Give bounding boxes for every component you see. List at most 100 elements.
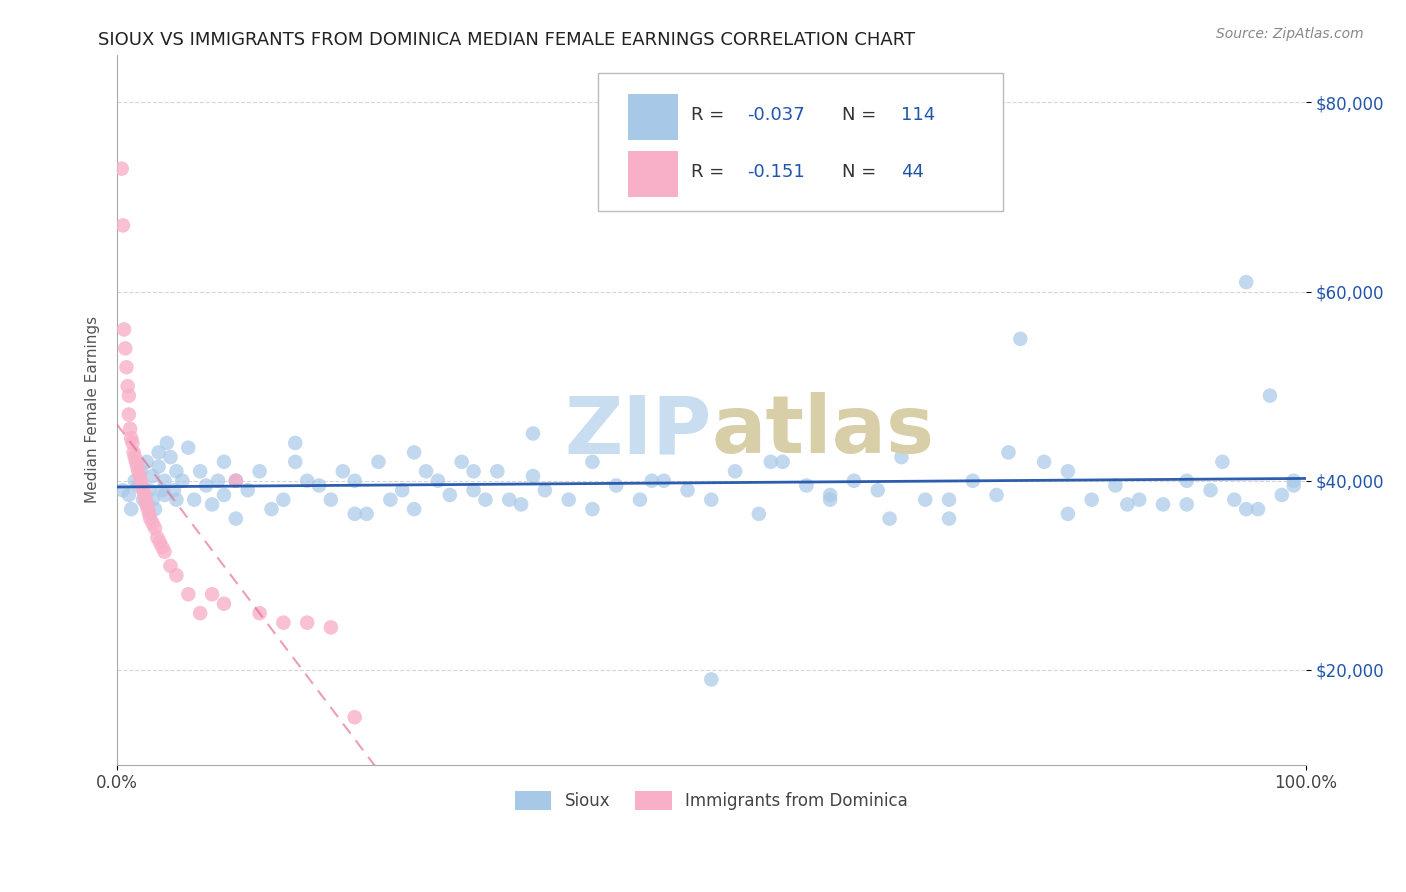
Point <box>404 445 426 459</box>
Point <box>177 441 200 455</box>
Point <box>522 469 544 483</box>
Point <box>148 459 170 474</box>
Point <box>426 474 449 488</box>
Text: N =: N = <box>842 163 882 181</box>
Point <box>225 474 247 488</box>
Text: SIOUX VS IMMIGRANTS FROM DOMINICA MEDIAN FEMALE EARNINGS CORRELATION CHART: SIOUX VS IMMIGRANTS FROM DOMINICA MEDIAN… <box>98 31 915 49</box>
Point <box>463 464 485 478</box>
Point <box>273 615 295 630</box>
Point <box>1010 332 1032 346</box>
Point <box>474 492 496 507</box>
Point <box>120 502 142 516</box>
Point <box>1234 502 1257 516</box>
Point <box>1247 502 1270 516</box>
Point <box>122 445 145 459</box>
Point <box>142 469 165 483</box>
Point <box>772 455 794 469</box>
Point <box>676 483 699 498</box>
Point <box>796 478 818 492</box>
Point <box>128 469 150 483</box>
Point <box>117 379 139 393</box>
Point <box>534 483 557 498</box>
Text: 114: 114 <box>901 106 936 125</box>
Bar <box>628 151 678 197</box>
Point <box>295 615 318 630</box>
Point <box>1128 492 1150 507</box>
Point <box>114 342 136 356</box>
Point <box>121 436 143 450</box>
Point <box>142 492 165 507</box>
Point <box>581 455 603 469</box>
Point <box>1057 464 1080 478</box>
Point <box>1175 474 1198 488</box>
Point <box>125 455 148 469</box>
Point <box>172 474 194 488</box>
Point <box>139 511 162 525</box>
Point <box>308 478 330 492</box>
Point <box>135 497 157 511</box>
Point <box>1258 389 1281 403</box>
Point <box>118 488 141 502</box>
Point <box>207 474 229 488</box>
Point <box>165 492 187 507</box>
Point <box>159 450 181 464</box>
Point <box>120 431 142 445</box>
Point <box>134 488 156 502</box>
Point <box>1080 492 1102 507</box>
Point <box>149 535 172 549</box>
Point <box>938 511 960 525</box>
Point <box>938 492 960 507</box>
Point <box>759 455 782 469</box>
Point <box>498 492 520 507</box>
Point <box>724 464 747 478</box>
Point <box>124 474 146 488</box>
Text: 44: 44 <box>901 163 925 181</box>
Point <box>748 507 770 521</box>
Point <box>156 436 179 450</box>
Point <box>818 488 841 502</box>
Point <box>581 502 603 516</box>
Point <box>332 464 354 478</box>
Point <box>148 445 170 459</box>
Point <box>343 710 366 724</box>
Y-axis label: Median Female Earnings: Median Female Earnings <box>86 317 100 503</box>
Point <box>1211 455 1233 469</box>
Point <box>143 521 166 535</box>
Point <box>700 673 723 687</box>
Point <box>212 455 235 469</box>
Point <box>225 474 247 488</box>
Point <box>112 322 135 336</box>
Point <box>132 492 155 507</box>
Point <box>129 474 152 488</box>
Point <box>188 606 211 620</box>
Point <box>188 464 211 478</box>
Text: -0.151: -0.151 <box>747 163 804 181</box>
Point <box>818 492 841 507</box>
Point <box>439 488 461 502</box>
Point <box>111 483 134 498</box>
Point <box>356 507 378 521</box>
Point <box>111 161 134 176</box>
Point <box>131 478 153 492</box>
Point <box>391 483 413 498</box>
Point <box>153 474 176 488</box>
Point <box>450 455 472 469</box>
Point <box>132 483 155 498</box>
Point <box>165 568 187 582</box>
Point <box>890 450 912 464</box>
Point <box>367 455 389 469</box>
Point <box>463 483 485 498</box>
Point <box>343 474 366 488</box>
Point <box>486 464 509 478</box>
Text: R =: R = <box>692 163 730 181</box>
Point <box>986 488 1008 502</box>
Point <box>225 474 247 488</box>
Point <box>1175 497 1198 511</box>
Point <box>195 478 218 492</box>
Point <box>118 422 141 436</box>
Point <box>118 389 141 403</box>
Point <box>1116 497 1139 511</box>
Point <box>249 606 271 620</box>
Point <box>284 436 307 450</box>
Point <box>343 507 366 521</box>
